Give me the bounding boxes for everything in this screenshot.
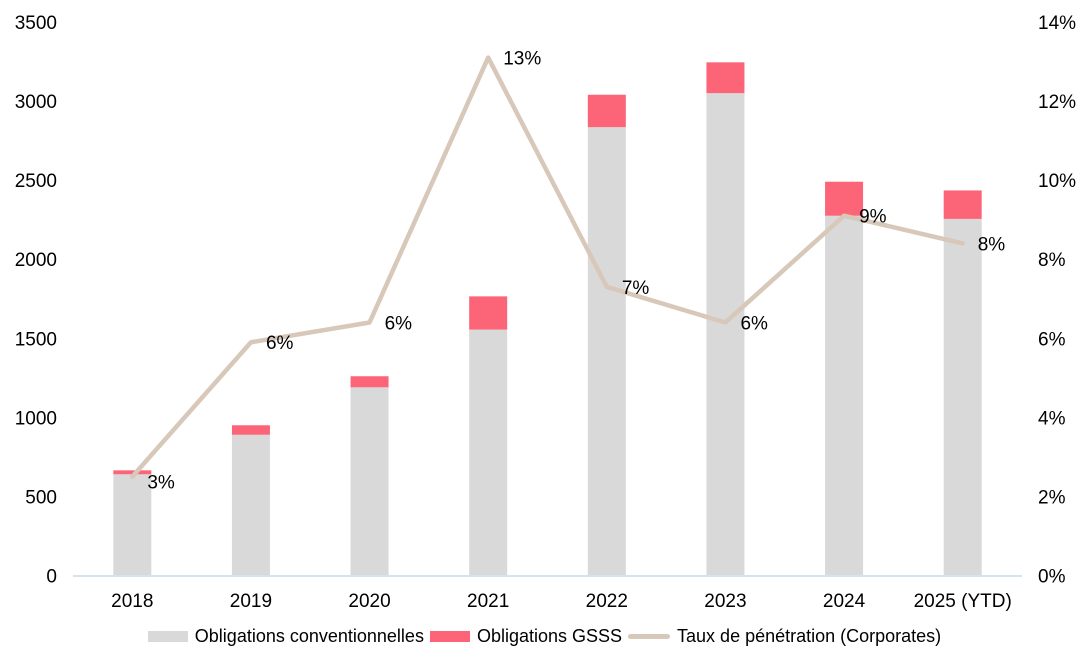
rate-label-2019: 6%: [266, 333, 294, 354]
x-axis-label-2018: 2018: [111, 591, 153, 612]
bar-conventionnelles-2025 (YTD): [943, 218, 982, 576]
bar-conventionnelles-2022: [587, 127, 626, 576]
left-axis-tick-2000: 2000: [15, 250, 57, 271]
rate-label-2021: 13%: [503, 49, 541, 70]
rate-label-2023: 6%: [740, 313, 768, 334]
bar-gsss-2018: [113, 470, 152, 475]
x-axis-label-2022: 2022: [586, 591, 628, 612]
chart-legend: Obligations conventionnelles Obligations…: [0, 625, 1089, 647]
rate-label-2022: 7%: [622, 278, 650, 299]
left-axis-tick-1500: 1500: [15, 329, 57, 350]
right-axis-tick-8%: 8%: [1038, 250, 1066, 271]
bar-gsss-2025 (YTD): [943, 190, 982, 219]
right-axis-tick-0%: 0%: [1038, 567, 1066, 588]
legend-swatch-line: [628, 633, 671, 639]
legend-item-obligations-gsss: Obligations GSSS: [429, 625, 623, 647]
left-axis-tick-1000: 1000: [15, 408, 57, 429]
bar-gsss-2019: [231, 425, 270, 435]
bar-conventionnelles-2021: [469, 329, 508, 576]
left-axis-tick-500: 500: [25, 487, 57, 508]
bar-conventionnelles-2019: [231, 434, 270, 576]
left-axis-tick-3000: 3000: [15, 92, 57, 113]
bar-gsss-2023: [706, 62, 745, 94]
bar-conventionnelles-2018: [113, 474, 152, 576]
left-axis-tick-0: 0: [46, 567, 57, 588]
bar-conventionnelles-2023: [706, 93, 745, 576]
bar-gsss-2024: [825, 181, 864, 216]
rate-label-2025 (YTD): 8%: [978, 234, 1006, 255]
penetration-rate-line: [130, 55, 965, 479]
x-axis-label-2021: 2021: [467, 591, 509, 612]
right-axis-tick-6%: 6%: [1038, 329, 1066, 350]
x-axis-label-2020: 2020: [348, 591, 390, 612]
right-axis-tick-12%: 12%: [1038, 92, 1076, 113]
right-axis-tick-2%: 2%: [1038, 487, 1066, 508]
legend-swatch-gray-bar: [147, 630, 188, 642]
rate-label-2024: 9%: [859, 207, 887, 228]
bar-gsss-2021: [469, 296, 508, 330]
legend-item-taux-de-penetration: Taux de pénétration (Corporates): [628, 625, 941, 647]
bar-conventionnelles-2020: [350, 387, 389, 576]
legend-label-taux-de-penetration: Taux de pénétration (Corporates): [677, 626, 942, 646]
right-axis-tick-10%: 10%: [1038, 171, 1076, 192]
rate-label-2018: 3%: [147, 473, 175, 494]
bar-conventionnelles-2024: [825, 215, 864, 576]
x-axis-label-2019: 2019: [230, 591, 272, 612]
left-axis-tick-3500: 3500: [15, 13, 57, 34]
x-axis-label-2023: 2023: [704, 591, 746, 612]
legend-item-obligations-conventionnelles: Obligations conventionnelles: [147, 625, 424, 647]
legend-label-obligations-conventionnelles: Obligations conventionnelles: [194, 626, 424, 646]
legend-label-obligations-gsss: Obligations GSSS: [476, 626, 623, 646]
x-axis-label-2025 (YTD): 2025 (YTD): [914, 591, 1012, 612]
right-axis-tick-4%: 4%: [1038, 408, 1066, 429]
legend-swatch-pink-bar: [429, 630, 470, 642]
rate-label-2020: 6%: [385, 313, 413, 334]
bar-gsss-2022: [587, 94, 626, 128]
bar-gsss-2020: [350, 376, 389, 388]
x-axis-label-2024: 2024: [823, 591, 866, 612]
left-axis-tick-2500: 2500: [15, 171, 57, 192]
right-axis-tick-14%: 14%: [1038, 13, 1076, 34]
